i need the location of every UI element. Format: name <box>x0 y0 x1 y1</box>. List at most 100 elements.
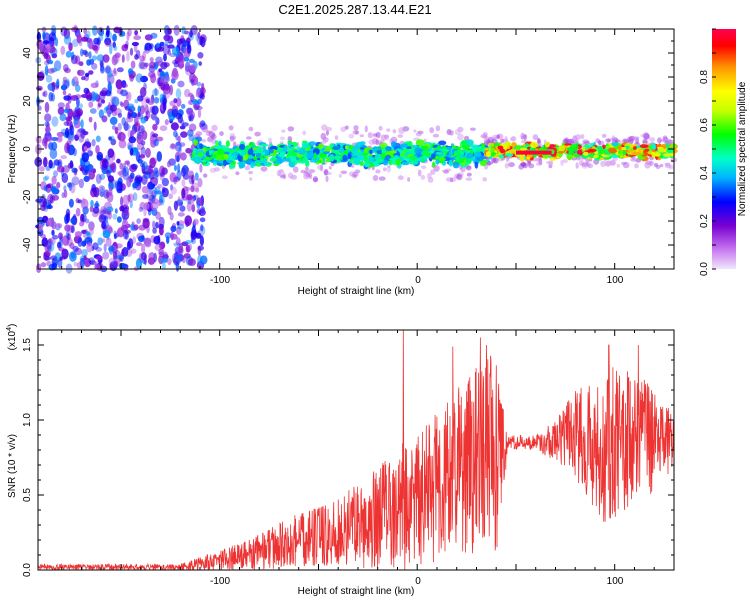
band-halo-blob <box>657 137 662 144</box>
band-blob <box>654 152 661 157</box>
noise-blob <box>177 80 185 88</box>
noise-blob <box>100 215 108 220</box>
band-blob <box>372 146 382 150</box>
noise-blob <box>120 132 125 142</box>
noise-blob <box>81 76 86 81</box>
noise-blob <box>198 61 202 66</box>
noise-blob <box>164 119 169 126</box>
band-halo-blob <box>465 177 473 181</box>
noise-blob <box>164 28 172 36</box>
noise-blob <box>176 221 180 226</box>
noise-blob <box>35 198 44 203</box>
bottom-x-tick-label-neg100: -100 <box>210 576 230 587</box>
band-blob <box>557 150 565 154</box>
band-blob <box>351 145 359 152</box>
band-halo-blob <box>496 134 501 140</box>
noise-blob <box>95 247 102 252</box>
noise-blob <box>136 242 143 247</box>
band-blob <box>256 146 262 154</box>
noise-blob <box>63 35 72 45</box>
noise-blob <box>106 30 110 38</box>
band-blob <box>332 149 341 154</box>
noise-blob <box>151 105 159 115</box>
noise-blob <box>111 54 118 66</box>
noise-blob <box>79 103 83 109</box>
noise-blob <box>96 54 105 62</box>
noise-blob <box>153 97 160 104</box>
band-halo-blob <box>662 135 668 140</box>
noise-blob <box>57 133 63 142</box>
noise-blob <box>132 182 139 189</box>
noise-blob <box>77 237 83 247</box>
noise-blob <box>158 248 165 256</box>
noise-blob <box>77 199 82 204</box>
band-halo-blob <box>562 159 568 164</box>
band-halo-blob <box>397 175 404 181</box>
band-halo-blob <box>287 126 295 132</box>
noise-blob <box>40 204 46 211</box>
noise-blob <box>44 175 50 180</box>
noise-blob <box>193 104 198 109</box>
band-blob <box>421 150 426 157</box>
band-halo-blob <box>464 135 470 141</box>
band-halo-blob <box>460 166 466 173</box>
noise-blob <box>93 202 100 209</box>
noise-blob <box>141 243 146 254</box>
band-blob <box>193 156 202 164</box>
noise-blob <box>108 211 112 220</box>
noise-blob <box>178 142 186 148</box>
noise-blob <box>149 57 154 63</box>
noise-blob <box>179 125 186 130</box>
noise-blob <box>127 193 135 203</box>
band-blob <box>272 161 279 164</box>
band-blob <box>197 152 204 157</box>
band-halo-blob <box>330 162 335 166</box>
band-halo-blob <box>417 169 422 177</box>
noise-blob <box>189 29 193 38</box>
band-blob <box>332 146 340 151</box>
band-halo-blob <box>407 177 411 182</box>
band-blob <box>394 155 399 160</box>
noise-blob <box>45 74 53 83</box>
noise-blob <box>179 205 186 212</box>
noise-blob <box>95 135 101 143</box>
noise-blob <box>161 177 169 187</box>
bottom-y-tick-label-0.5: 0.5 <box>22 488 33 502</box>
noise-blob <box>158 216 165 228</box>
noise-blob <box>76 110 82 117</box>
noise-blob <box>64 142 70 154</box>
band-blob <box>651 149 656 153</box>
band-blob <box>435 151 442 155</box>
noise-blob <box>152 123 158 131</box>
noise-blob <box>142 218 150 229</box>
band-halo-blob <box>267 137 273 142</box>
noise-blob <box>63 64 69 72</box>
band-halo-blob <box>644 161 651 169</box>
noise-blob <box>176 170 182 181</box>
noise-blob <box>63 185 67 192</box>
band-blob <box>209 150 213 156</box>
noise-blob <box>140 117 147 124</box>
band-halo-blob <box>415 132 422 137</box>
noise-blob <box>86 30 91 39</box>
noise-blob <box>131 163 138 170</box>
band-blob <box>474 148 483 152</box>
noise-blob <box>175 261 180 272</box>
band-blob <box>406 146 412 150</box>
noise-blob <box>137 112 141 117</box>
noise-blob <box>88 70 94 75</box>
top-y-axis-label: Frequency (Hz) <box>7 115 18 184</box>
noise-blob <box>143 202 150 211</box>
noise-blob <box>169 84 174 96</box>
band-halo-blob <box>221 175 228 179</box>
noise-blob <box>51 262 58 270</box>
band-halo-blob <box>538 157 543 165</box>
band-halo-blob <box>325 175 329 183</box>
band-blob <box>343 151 349 155</box>
noise-blob <box>197 177 203 188</box>
heatmap-blobs <box>34 24 678 274</box>
band-halo-blob <box>548 160 554 167</box>
noise-blob <box>108 245 114 255</box>
band-blob <box>231 154 238 159</box>
band-halo-blob <box>386 128 391 132</box>
